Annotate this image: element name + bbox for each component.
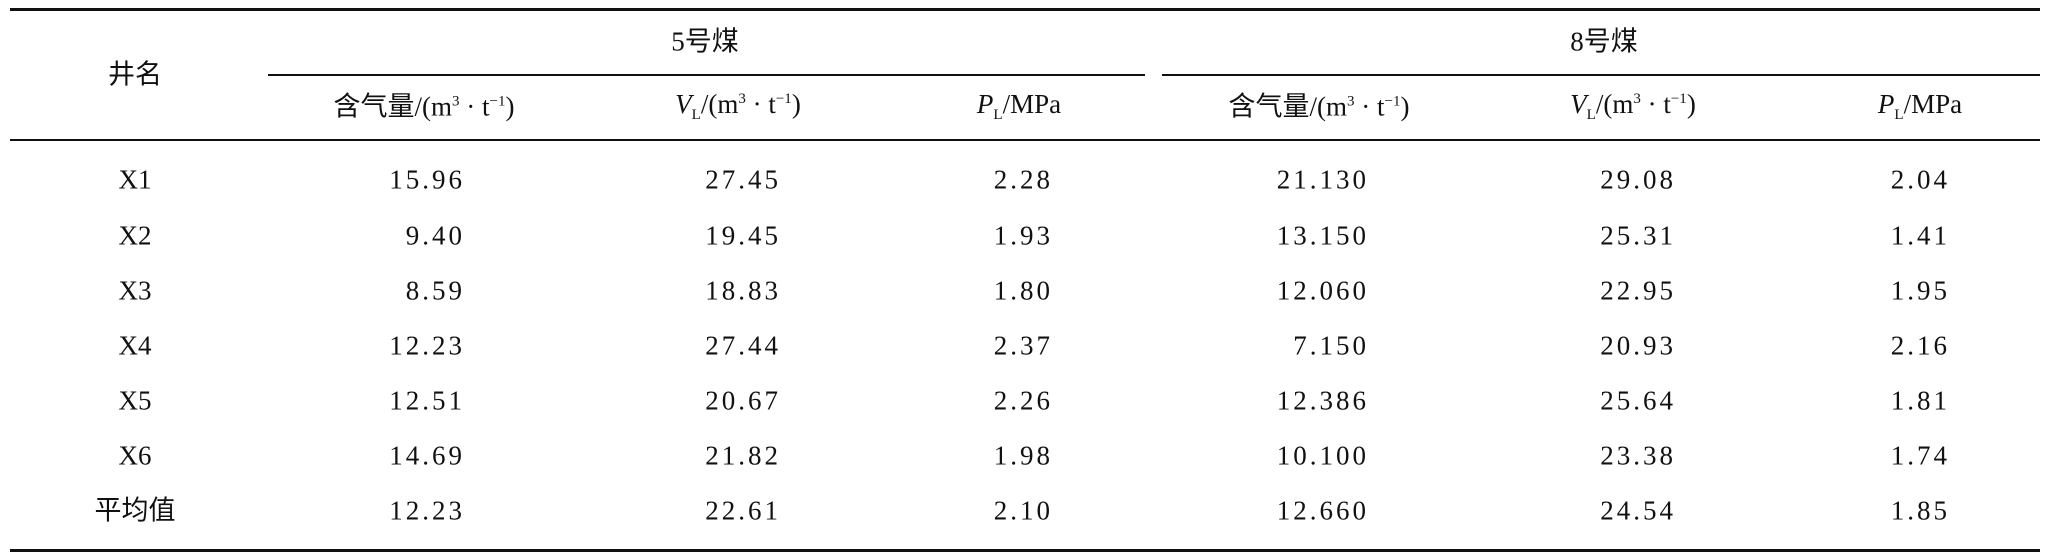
column-header: PL/MPa: [977, 91, 1061, 123]
cell-value: 1.80: [993, 275, 1053, 306]
header-text: 3: [1347, 93, 1355, 110]
header-text: V: [675, 89, 692, 119]
group-header: 5号煤: [671, 26, 739, 57]
group-rule: [268, 74, 1145, 76]
cell-value: 29.08: [1600, 164, 1676, 195]
cell-value: 19.45: [705, 220, 781, 251]
header-text: /MPa: [1903, 89, 1963, 119]
header-text: L: [691, 107, 701, 123]
column-header: PL/MPa: [1878, 91, 1962, 123]
cell-value: 20.93: [1600, 330, 1676, 361]
cell-value: 27.45: [705, 164, 781, 195]
header-text: 含气量/(m: [333, 91, 453, 122]
cell-value: 2.04: [1890, 164, 1950, 195]
row-name: X1: [118, 164, 152, 195]
cell-value: 1.74: [1890, 440, 1950, 471]
cell-value: 25.64: [1600, 385, 1676, 416]
cell-value: 12.386: [1276, 385, 1369, 416]
cell-value: 24.54: [1600, 495, 1676, 526]
cell-value: 8.59: [405, 275, 465, 306]
header-text: ): [505, 91, 515, 122]
header-text: L: [1586, 107, 1596, 123]
header-text: −1: [489, 93, 506, 110]
cell-value: 1.85: [1890, 495, 1950, 526]
header-text: /MPa: [1002, 89, 1062, 119]
header-text: ): [1686, 89, 1696, 119]
cell-value: 1.93: [993, 220, 1053, 251]
header-rule: [10, 139, 2040, 141]
cell-value: 12.23: [389, 495, 465, 526]
header-text: /(m: [700, 89, 739, 119]
cell-value: 25.31: [1600, 220, 1676, 251]
cell-value: 22.61: [705, 495, 781, 526]
cell-value: 10.100: [1276, 440, 1369, 471]
row-name: X4: [118, 330, 152, 361]
row-name: X5: [118, 385, 152, 416]
header-text: 3: [452, 93, 460, 110]
row-name: X6: [118, 440, 152, 471]
header-text: 含气量/(m: [1228, 91, 1348, 122]
top-rule: [10, 8, 2040, 11]
cell-value: 23.38: [1600, 440, 1676, 471]
header-text: /(m: [1595, 89, 1634, 119]
header-text: P: [1877, 89, 1895, 119]
cell-value: 2.28: [993, 164, 1053, 195]
cell-value: 1.98: [993, 440, 1053, 471]
cell-value: 12.23: [389, 330, 465, 361]
corner-header: 井名: [108, 59, 162, 90]
cell-value: 21.130: [1276, 164, 1369, 195]
header-text: · t: [459, 91, 490, 122]
header-text: ): [791, 89, 801, 119]
cell-value: 2.26: [993, 385, 1053, 416]
cell-value: 12.060: [1276, 275, 1369, 306]
header-text: −1: [1384, 93, 1401, 110]
header-text: L: [993, 107, 1003, 123]
header-text: 3: [1633, 91, 1641, 107]
cell-value: 15.96: [389, 164, 465, 195]
bottom-rule: [10, 549, 2040, 552]
cell-value: 22.95: [1600, 275, 1676, 306]
cell-value: 2.37: [993, 330, 1053, 361]
cell-value: 2.10: [993, 495, 1053, 526]
cell-value: 12.660: [1276, 495, 1369, 526]
row-name: X2: [118, 220, 152, 251]
group-header: 8号煤: [1570, 26, 1638, 57]
cell-value: 27.44: [705, 330, 781, 361]
cell-value: 1.95: [1890, 275, 1950, 306]
header-text: ): [1400, 91, 1410, 122]
header-text: · t: [1640, 89, 1671, 119]
cell-value: 12.51: [389, 385, 465, 416]
cell-value: 2.16: [1890, 330, 1950, 361]
column-header: VL/(m3 · t−1): [675, 91, 801, 123]
column-header: 含气量/(m3 · t−1): [1228, 91, 1410, 122]
column-header: 含气量/(m3 · t−1): [333, 91, 515, 122]
header-text: · t: [745, 89, 776, 119]
cell-value: 18.83: [705, 275, 781, 306]
cell-value: 9.40: [405, 220, 465, 251]
header-text: L: [1894, 107, 1904, 123]
row-name: 平均值: [94, 495, 176, 526]
cell-value: 20.67: [705, 385, 781, 416]
cell-value: 21.82: [705, 440, 781, 471]
header-text: · t: [1354, 91, 1385, 122]
cell-value: 1.81: [1890, 385, 1950, 416]
cell-value: 14.69: [389, 440, 465, 471]
header-text: −1: [1670, 91, 1687, 107]
column-header: VL/(m3 · t−1): [1570, 91, 1696, 123]
header-text: −1: [775, 91, 792, 107]
cell-value: 1.41: [1890, 220, 1950, 251]
cell-value: 13.150: [1276, 220, 1369, 251]
header-text: 3: [738, 91, 746, 107]
header-text: V: [1570, 89, 1587, 119]
row-name: X3: [118, 275, 152, 306]
cell-value: 7.150: [1293, 330, 1369, 361]
group-rule: [1162, 74, 2040, 76]
header-text: P: [976, 89, 994, 119]
